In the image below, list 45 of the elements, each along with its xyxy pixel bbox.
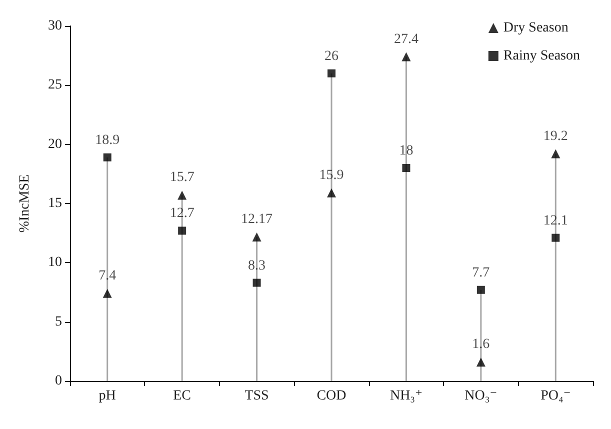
y-tick-label: 15 [48,196,62,211]
data-label: 26 [324,48,338,64]
data-label: 18.9 [95,132,120,148]
point [402,164,410,172]
y-tick-label: 10 [48,255,62,270]
point [402,52,411,62]
x-tick-label: EC [173,388,192,404]
point [328,69,336,78]
point [252,278,261,287]
point [252,232,262,242]
y-tick-label: 25 [48,78,62,93]
y-tick-label: 30 [48,18,62,34]
y-axis-title: %IncMSE [18,174,32,233]
x-tick-label: PO₄⁻ [540,388,571,404]
point [327,188,336,198]
point [178,226,186,235]
data-label: 15.9 [319,168,344,183]
data-label: 7.4 [98,268,116,284]
point [552,234,560,242]
y-tick-label: 0 [55,374,62,388]
data-label: 27.4 [394,32,418,47]
x-tick-label: COD [316,388,346,404]
legend-label: Rainy Season [503,48,580,64]
point [551,149,560,158]
y-tick-label: 20 [48,136,62,152]
data-label: 12.7 [170,206,194,222]
point [103,153,112,162]
data-label: 8.3 [248,258,266,274]
data-label: 12.1 [543,213,568,228]
x-tick-label: NO₃⁻ [464,388,498,404]
data-label: 15.7 [170,170,194,186]
data-label: 12.17 [241,212,273,227]
x-tick-label: NH₃⁺ [390,388,422,404]
point [476,286,485,294]
point [178,190,187,200]
point [102,288,112,298]
x-tick-label: pH [98,388,116,404]
y-tick-label: 5 [55,314,62,330]
data-label: 7.7 [472,265,490,280]
data-label: 1.6 [472,337,490,352]
point [476,358,486,367]
legend-label: Dry Season [503,20,568,36]
data-label: 18 [399,144,414,158]
x-tick-label: TSS [244,388,269,404]
data-label: 19.2 [543,128,568,144]
